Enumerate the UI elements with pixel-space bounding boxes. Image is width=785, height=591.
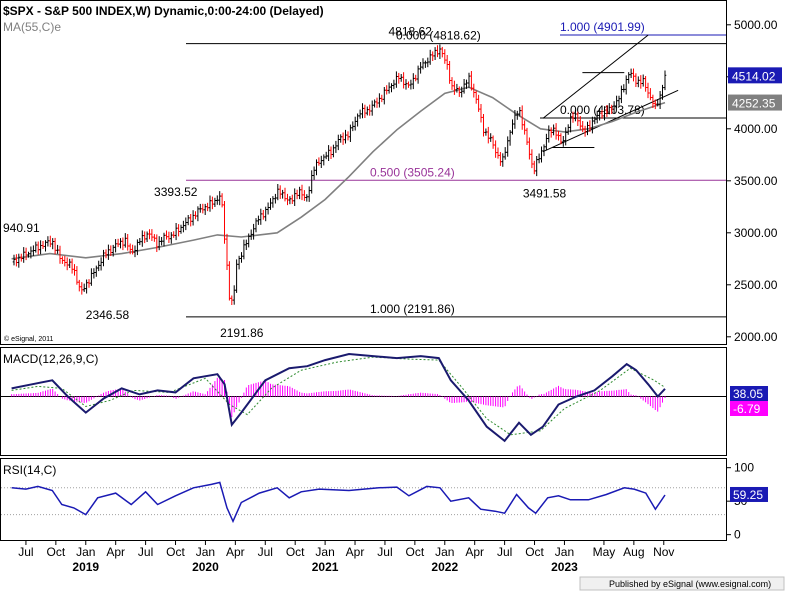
rsi-line — [11, 481, 666, 524]
level-label: 1.000 (2191.86) — [370, 302, 455, 316]
macd-line — [11, 352, 666, 443]
rsi-panel: 10050059.25 — [1, 461, 768, 542]
rsi-panel-frame — [0, 458, 727, 541]
macd-panel-frame — [0, 347, 727, 456]
copyright-text: © eSignal, 2011 — [4, 335, 54, 343]
x-tick-label: Nov — [653, 545, 674, 559]
level-label: 1.000 (4901.99) — [560, 20, 645, 34]
x-tick-label: Jan — [315, 545, 334, 559]
price-annotation: 2191.86 — [220, 326, 264, 340]
price-annotation: 940.91 — [3, 221, 40, 235]
rsi-badge — [730, 486, 768, 502]
last-price-badge — [728, 67, 782, 84]
x-tick-label: Jan — [76, 545, 95, 559]
rsi-badge-label: 59.25 — [733, 488, 763, 502]
price-annotation: 3393.52 — [154, 185, 198, 199]
rsi-y-tick-label: 100 — [734, 461, 754, 475]
macd-panel-title: MACD(12,26,9,C) — [3, 352, 98, 366]
macd-badge — [730, 401, 768, 416]
panel-frames — [0, 0, 727, 541]
price-y-tick-label: 2000.00 — [734, 330, 778, 344]
price-y-tick-label: 2500.00 — [734, 278, 778, 292]
last-price-badge — [728, 94, 782, 111]
price-panel-frame — [0, 0, 727, 345]
price-panel: 5000.004500.004000.003500.003000.002500.… — [3, 18, 782, 344]
x-tick-label: Apr — [226, 545, 245, 559]
x-tick-label: Jul — [377, 545, 392, 559]
rsi-panel-title: RSI(14,C) — [3, 463, 56, 477]
x-tick-label: Jul — [18, 545, 33, 559]
price-annotation: 3491.58 — [523, 187, 567, 201]
price-annotation: 2346.58 — [86, 308, 130, 322]
x-axis: Jul Oct Jan Apr Jul Oct Jan Apr Jul Oct Jan Apr Jul O… — [18, 541, 674, 574]
x-tick-label: Oct — [406, 545, 425, 559]
x-tick-label: May — [593, 545, 616, 559]
macd-badge-label: -6.79 — [733, 402, 761, 416]
x-year-label: 2023 — [551, 560, 578, 574]
ma-indicator-label: MA(55,C)e — [3, 20, 61, 34]
price-y-tick-label: 4000.00 — [734, 122, 778, 136]
rsi-y-tick-label: 0 — [734, 528, 741, 542]
x-tick-label: Jan — [555, 545, 574, 559]
channel-upper-line — [542, 34, 649, 119]
x-tick-label: Jan — [196, 545, 215, 559]
level-label: 0.000 (4103.78) — [560, 103, 645, 117]
x-tick-label: Oct — [47, 545, 66, 559]
macd-panel: 38.05-6.79 — [1, 352, 768, 443]
x-tick-label: Oct — [525, 545, 544, 559]
macd-badge-label: 38.05 — [733, 387, 763, 401]
x-tick-label: Jul — [497, 545, 512, 559]
x-year-label: 2019 — [72, 560, 99, 574]
x-tick-label: Apr — [346, 545, 365, 559]
macd-signal-line — [11, 356, 666, 436]
macd-badge — [730, 386, 768, 401]
x-tick-label: Apr — [465, 545, 484, 559]
x-tick-label: Apr — [106, 545, 125, 559]
x-tick-label: Jul — [138, 545, 153, 559]
last-price-badge-label: 4252.35 — [732, 97, 776, 111]
x-tick-label: Oct — [166, 545, 185, 559]
x-year-label: 2021 — [312, 560, 339, 574]
footer-box — [579, 576, 785, 591]
price-y-tick-label: 5000.00 — [734, 18, 778, 32]
level-label: 0.500 (3505.24) — [370, 165, 455, 179]
ma-line — [11, 86, 666, 260]
x-tick-label: Jul — [258, 545, 273, 559]
x-year-label: 2020 — [192, 560, 219, 574]
price-y-tick-label: 3500.00 — [734, 174, 778, 188]
price-chart-title: $SPX - S&P 500 INDEX,W) Dynamic,0:00-24:… — [3, 4, 324, 18]
x-tick-label: Jan — [435, 545, 454, 559]
price-annotation: 4818.62 — [389, 25, 433, 39]
last-price-badge-label: 4514.02 — [732, 69, 776, 83]
x-tick-label: Aug — [623, 545, 644, 559]
price-y-tick-label: 3000.00 — [734, 226, 778, 240]
level-label: 0.000 (4818.62) — [396, 29, 481, 43]
footer-published-by: Published by eSignal (www.esignal.com) — [609, 579, 771, 589]
x-year-label: 2022 — [431, 560, 458, 574]
x-tick-label: Oct — [286, 545, 305, 559]
